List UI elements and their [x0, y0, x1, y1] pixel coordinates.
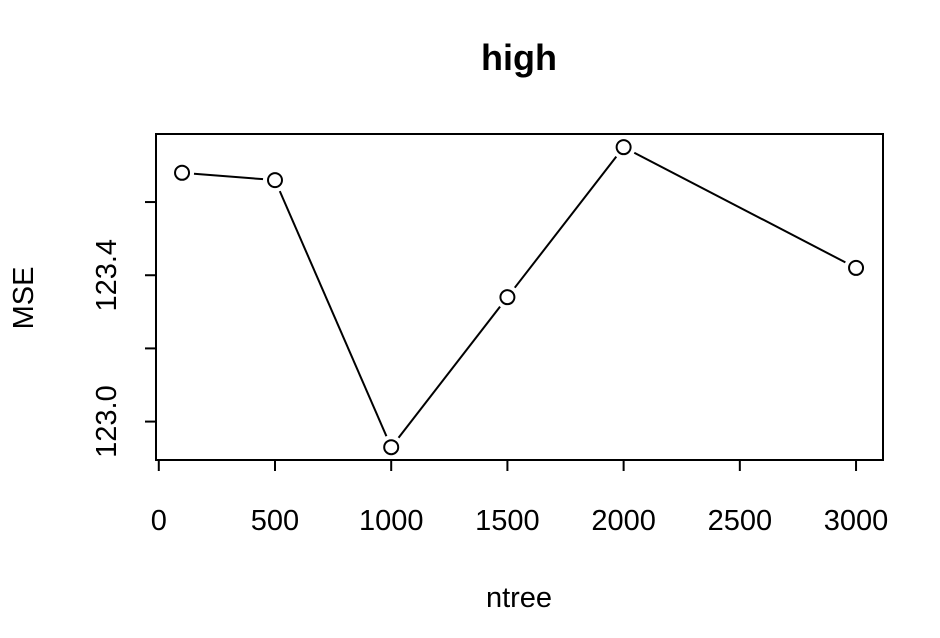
x-tick-label-1500: 1500: [475, 505, 540, 537]
data-point-1000: [383, 439, 400, 456]
data-point-500: [266, 172, 283, 189]
line-segment-0: [193, 172, 264, 181]
data-point-3000: [848, 259, 865, 276]
y-tick-label-123-4: 123.4: [91, 239, 123, 312]
line-segment-1: [278, 190, 388, 437]
data-point-100: [174, 164, 191, 181]
x-tick-label-2000: 2000: [591, 505, 656, 537]
plot-frame: [155, 133, 884, 461]
data-point-2000: [615, 139, 632, 156]
y-axis: 123.0 123.4: [91, 201, 157, 458]
x-axis: 0 500 1000 1500 2000 2500 3000: [151, 459, 889, 537]
y-axis-label: MSE: [8, 267, 40, 330]
x-tick-label-1000: 1000: [359, 505, 424, 537]
y-tick-label-123: 123.0: [91, 385, 123, 458]
x-tick-label-2500: 2500: [708, 505, 773, 537]
line-segment-2: [397, 306, 501, 439]
x-axis-label: ntree: [486, 582, 552, 614]
data-point-1500: [499, 289, 516, 306]
x-tick-label-500: 500: [251, 505, 299, 537]
chart-title: high: [481, 37, 557, 78]
line-segment-4: [633, 151, 846, 264]
x-tick-label-0: 0: [151, 505, 167, 537]
series-mse: [174, 139, 865, 456]
x-tick-label-3000: 3000: [824, 505, 889, 537]
line-segment-3: [513, 156, 618, 289]
